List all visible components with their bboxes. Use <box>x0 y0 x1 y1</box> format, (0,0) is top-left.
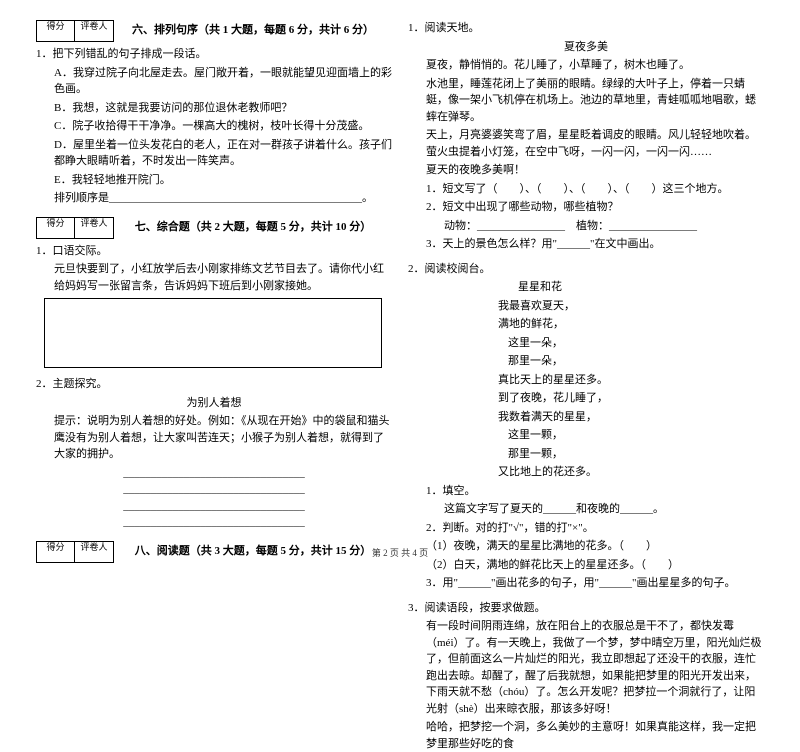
q7-2: 2．主题探究。 <box>36 376 392 393</box>
p2-q1: 1．填空。 <box>408 483 764 500</box>
answer-box <box>44 298 382 368</box>
p2-l6: 到了夜晚，花儿睡了， <box>408 390 764 407</box>
p2-q1b: 这篇文字写了夏天的______和夜晚的______。 <box>408 501 764 518</box>
q6-1-a: A．我穿过院子向北屋走去。屋门敞开着，一眼就能望见迎面墙上的彩色画。 <box>36 65 392 98</box>
page-footer: 第 2 页 共 4 页 <box>0 546 800 559</box>
p2-l8: 这里一颗， <box>408 427 764 444</box>
grader-label: 评卷人 <box>75 21 113 41</box>
q8-3: 3．阅读语段，按要求做题。 <box>408 600 764 617</box>
p1-q1: 1．短文写了（ ）、（ ）、（ ）、（ ）这三个地方。 <box>408 181 764 198</box>
p1-q3: 3．天上的景色怎么样？用"______"在文中画出。 <box>408 236 764 253</box>
q6-1-e: E．我轻轻地推开院门。 <box>36 172 392 189</box>
q6-1-d: D．屋里坐着一位头发花白的老人，正在对一群孩子讲着什么。孩子们都睁大眼睛听着，不… <box>36 137 392 170</box>
p2-l1: 我最喜欢夏天， <box>408 298 764 315</box>
p1-l4: 夏天的夜晚多美啊！ <box>408 162 764 179</box>
p2-q2: 2．判断。对的打"√"，错的打"×"。 <box>408 520 764 537</box>
score-label: 得分 <box>37 21 75 41</box>
p2-l10: 又比地上的花还多。 <box>408 464 764 481</box>
q6-1: 1．把下列错乱的句子排成一段话。 <box>36 46 392 63</box>
q6-1-c: C．院子收拾得干干净净。一棵高大的槐树，枝叶长得十分茂盛。 <box>36 118 392 135</box>
p2-l7: 我数着满天的星星， <box>408 409 764 426</box>
q8-1: 1．阅读天地。 <box>408 20 764 37</box>
q7-2-lines: _________________________________ ______… <box>36 465 392 531</box>
p1-l2: 水池里，睡莲花闭上了美丽的眼睛。绿绿的大叶子上，停着一只蜻蜓，像一架小飞机停在机… <box>408 76 764 126</box>
grader-label: 评卷人 <box>75 218 113 238</box>
q7-2-title: 为别人着想 <box>36 395 392 412</box>
p3-l1: 有一段时间阴雨连绵，放在阳台上的衣服总是干不了，都快发霉（méi）了。有一天晚上… <box>408 618 764 717</box>
p3-l2: 哈哈，把梦挖一个洞，多么美妙的主意呀！如果真能这样，我一定把梦里那些好吃的食 <box>408 719 764 752</box>
p2-l3: 这里一朵， <box>408 335 764 352</box>
p1-l3: 天上，月亮婆婆笑弯了眉，星星眨着调皮的眼睛。风儿轻轻地吹着。萤火虫提着小灯笼，在… <box>408 127 764 160</box>
q7-2-hint: 提示：说明为别人着想的好处。例如：《从现在开始》中的袋鼠和猫头鹰没有为别人着想，… <box>36 413 392 463</box>
q6-1-b: B．我想，这就是我要访问的那位退休老教师吧？ <box>36 100 392 117</box>
p1-q2: 2．短文中出现了哪些动物，哪些植物？ <box>408 199 764 216</box>
q6-1-order: 排列顺序是___________________________________… <box>36 190 392 207</box>
p1-l1: 夏夜，静悄悄的。花儿睡了，小草睡了，树木也睡了。 <box>408 57 764 74</box>
p2-l9: 那里一颗， <box>408 446 764 463</box>
p1-title: 夏夜多美 <box>408 39 764 56</box>
p2-l5: 真比天上的星星还多。 <box>408 372 764 389</box>
p2-l2: 满地的鲜花， <box>408 316 764 333</box>
section-6-title: 六、排列句序（共 1 大题，每题 6 分，共计 6 分） <box>114 22 392 39</box>
p1-q2a: 动物：________________ 植物：________________ <box>408 218 764 235</box>
q7-1-body: 元旦快要到了，小红放学后去小刚家排练文艺节目去了。请你代小红给妈妈写一张留言条，… <box>36 261 392 294</box>
p2-q3: 3．用"______"画出花多的句子，用"______"画出星星多的句子。 <box>408 575 764 592</box>
score-label: 得分 <box>37 218 75 238</box>
q7-1: 1．口语交际。 <box>36 243 392 260</box>
p2-title: 星星和花 <box>408 279 764 296</box>
score-box: 得分 评卷人 <box>36 20 114 42</box>
p2-l4: 那里一朵， <box>408 353 764 370</box>
q8-2: 2．阅读校阅台。 <box>408 261 764 278</box>
section-7-title: 七、综合题（共 2 大题，每题 5 分，共计 10 分） <box>114 219 392 236</box>
score-box: 得分 评卷人 <box>36 217 114 239</box>
